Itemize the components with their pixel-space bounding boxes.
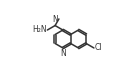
Text: Cl: Cl — [94, 43, 102, 52]
Text: N: N — [53, 15, 58, 24]
Text: H₂N: H₂N — [32, 25, 47, 34]
Text: N: N — [60, 49, 66, 58]
